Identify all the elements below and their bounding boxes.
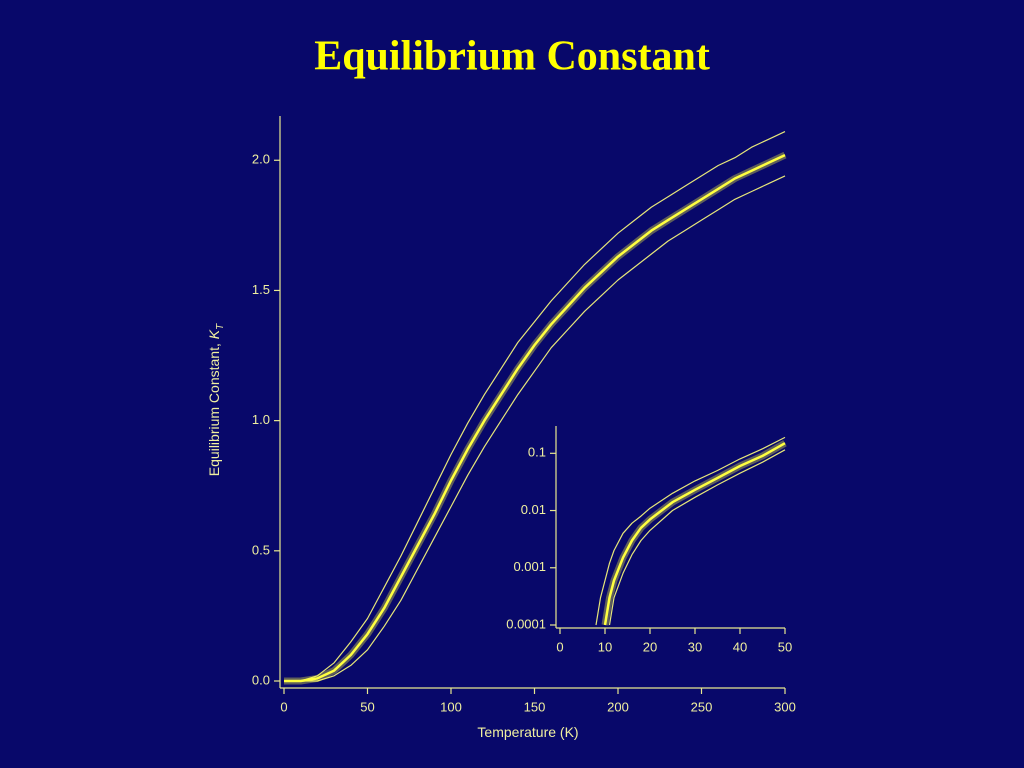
y-axis-label-symbol: K [206, 329, 222, 339]
x-tick-label: 0 [556, 639, 563, 654]
x-tick-label: 40 [733, 639, 747, 654]
y-axis-label-text: Equilibrium Constant, [206, 343, 222, 476]
y-tick-label: 1.0 [252, 412, 270, 427]
x-tick-label: 200 [607, 699, 629, 714]
line [608, 449, 786, 626]
y-axis-label-subscript: T [215, 323, 226, 330]
line [284, 153, 786, 683]
x-tick-label: 30 [688, 639, 702, 654]
line [284, 131, 786, 682]
x-tick-label: 10 [598, 639, 612, 654]
y-tick-label: 1.5 [252, 282, 270, 297]
y-tick-label: 0.1 [528, 445, 546, 460]
line [284, 175, 786, 682]
x-tick-label: 150 [524, 699, 546, 714]
x-tick-label: 0 [280, 699, 287, 714]
y-tick-label: 2.0 [252, 152, 270, 167]
x-tick-label: 50 [778, 639, 792, 654]
x-tick-label: 300 [774, 699, 796, 714]
y-tick-label: 0.0001 [506, 616, 546, 631]
y-tick-label: 0.0 [252, 672, 270, 687]
x-tick-label: 20 [643, 639, 657, 654]
y-tick-label: 0.5 [252, 542, 270, 557]
x-tick-label: 100 [440, 699, 462, 714]
line [603, 442, 786, 626]
y-axis-label: Equilibrium Constant, KT [206, 323, 226, 476]
x-tick-label: 250 [691, 699, 713, 714]
chart-title: Equilibrium Constant [314, 34, 710, 80]
x-tick-label: 50 [360, 699, 374, 714]
line [595, 436, 786, 626]
x-axis-label: Temperature (K) [477, 724, 578, 740]
y-tick-label: 0.001 [513, 559, 546, 574]
y-tick-label: 0.01 [521, 502, 546, 517]
